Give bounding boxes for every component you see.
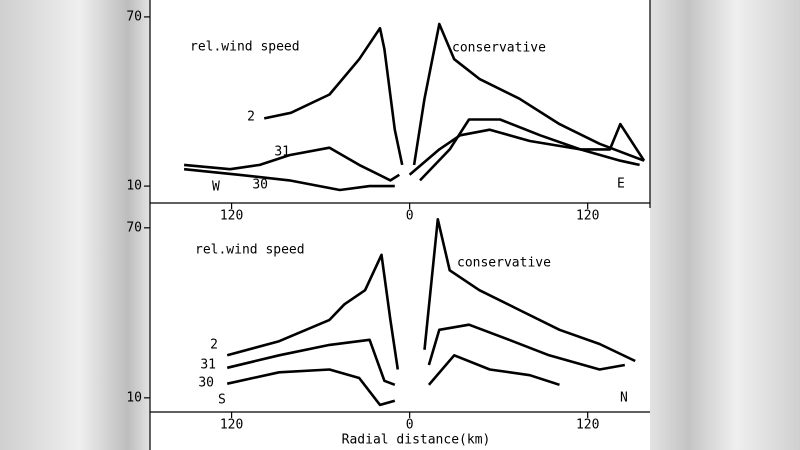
plot-paper: [150, 0, 650, 450]
x-tick-label: 120: [576, 209, 599, 224]
x-tick-label: 0: [406, 209, 414, 224]
annotation: conservative: [452, 41, 546, 56]
series-label: 2: [210, 338, 218, 353]
y-tick-label: 10: [126, 390, 142, 405]
x-tick-label: 120: [576, 418, 599, 433]
series-label: 30: [252, 178, 268, 193]
y-tick-label: 70: [126, 220, 142, 235]
annotation: conservative: [457, 256, 551, 271]
series-label: 30: [198, 376, 214, 391]
x-tick-label: 120: [220, 209, 243, 224]
x-axis-title: Radial distance(km): [342, 433, 491, 448]
line-series: [226, 323, 626, 387]
x-tick-label: 120: [220, 418, 243, 433]
line-series: [183, 128, 640, 192]
direction-label: S: [218, 393, 226, 408]
y-tick-label: 70: [126, 9, 142, 24]
direction-label: N: [620, 391, 628, 406]
series-label: 31: [274, 145, 290, 160]
series-label: 2: [247, 110, 255, 125]
annotation: rel.wind speed: [195, 243, 305, 258]
line-series: [226, 354, 560, 407]
line-series: [263, 22, 645, 166]
annotation: rel.wind speed: [190, 40, 300, 55]
x-tick-label: 0: [406, 418, 414, 433]
direction-label: W: [212, 180, 220, 195]
direction-label: E: [617, 177, 625, 192]
line-series: [226, 218, 636, 370]
series-label: 31: [200, 358, 216, 373]
y-tick-label: 10: [126, 179, 142, 194]
